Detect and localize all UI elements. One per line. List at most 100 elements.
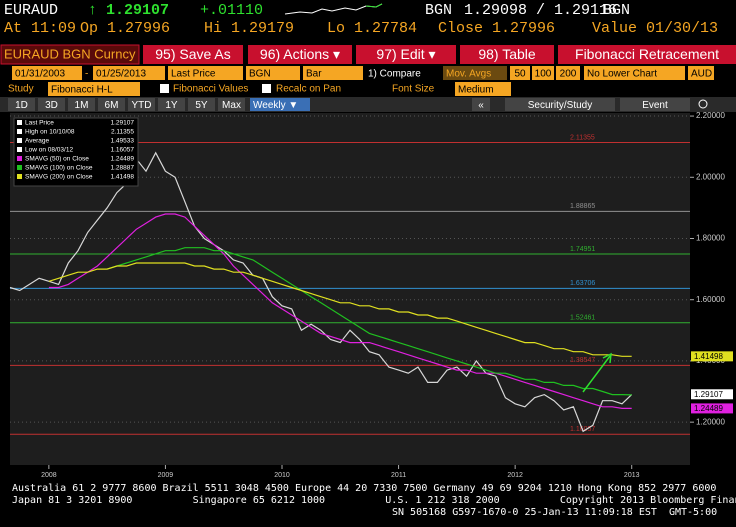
- button[interactable]: [248, 45, 352, 64]
- x-tick-label: 2011: [391, 472, 406, 479]
- checkbox[interactable]: [262, 84, 271, 93]
- y-tick-label: 2.20000: [696, 111, 725, 120]
- ma-period[interactable]: [556, 66, 580, 80]
- fib-label: 1.74951: [570, 246, 595, 253]
- value-date: Value 01/30/13: [592, 20, 718, 37]
- legend-label: Last Price: [25, 120, 54, 127]
- start-date[interactable]: [12, 66, 82, 80]
- end-date[interactable]: [93, 66, 165, 80]
- start-date-label: 01/31/2003: [15, 69, 65, 80]
- button[interactable]: [356, 45, 456, 64]
- button-label: 95) Save As: [155, 46, 231, 62]
- period-tab[interactable]: [98, 98, 125, 111]
- bid-ask: 1.29098 / 1.29116: [464, 2, 617, 19]
- price-tag-label: 1.41498: [694, 352, 723, 361]
- x-tick-label: 2013: [624, 472, 640, 479]
- field-label: Last Price: [171, 69, 216, 80]
- y-tick-label: 1.80000: [696, 234, 725, 243]
- legend-label: SMAVG (200) on Close: [25, 174, 93, 181]
- legend-value: 2.11355: [111, 129, 134, 136]
- compare: 1) Compare: [368, 69, 421, 80]
- currency[interactable]: [688, 66, 714, 80]
- legend-value: 1.29107: [111, 120, 135, 127]
- ma-period[interactable]: [532, 66, 554, 80]
- button-label: 98) Table: [478, 46, 536, 62]
- price-tag: [691, 351, 733, 362]
- source[interactable]: [246, 66, 300, 80]
- price-tag: [691, 389, 733, 400]
- period-tab[interactable]: [158, 98, 185, 111]
- lower-chart[interactable]: [584, 66, 685, 80]
- moving-average: [106, 247, 632, 396]
- security-study[interactable]: [505, 98, 615, 111]
- legend-label: SMAVG (100) on Close: [25, 165, 93, 172]
- period-tab[interactable]: [38, 98, 65, 111]
- price-line: [9, 151, 633, 433]
- x-tick-label: 2008: [41, 472, 57, 479]
- change: +.01110: [200, 2, 263, 19]
- mov-avgs-label: Mov. Avgs: [446, 69, 491, 80]
- checkbox[interactable]: [160, 84, 169, 93]
- price-tag-label: 1.29107: [694, 390, 723, 399]
- close: Close 1.27996: [438, 20, 555, 37]
- ma-period-label: 100: [535, 69, 552, 80]
- style[interactable]: [303, 66, 363, 80]
- study[interactable]: [48, 82, 140, 96]
- open: Op 1.27996: [80, 20, 170, 37]
- legend-value: 1.28887: [111, 165, 135, 172]
- recalc-label: Recalc on Pan: [276, 84, 341, 95]
- button[interactable]: [143, 45, 243, 64]
- legend-label: Average: [25, 138, 49, 145]
- period-tab-label: 6M: [105, 100, 119, 111]
- source: BGN: [603, 2, 630, 19]
- settings[interactable]: [698, 99, 708, 109]
- period-tab[interactable]: [218, 98, 245, 111]
- collapse[interactable]: [472, 98, 490, 111]
- trend-arrow: [582, 352, 612, 393]
- high: Hi 1.29179: [204, 20, 294, 37]
- button-label: 97) Edit ▾: [376, 46, 435, 62]
- end-date-label: 01/25/2013: [96, 69, 146, 80]
- button[interactable]: [460, 45, 554, 64]
- time: At 11:09: [4, 20, 76, 37]
- legend-swatch: [17, 165, 22, 170]
- y-tick-label: 1.20000: [696, 417, 725, 426]
- period-tab-label: 1D: [15, 100, 28, 111]
- fib-label: 1.63706: [570, 280, 595, 287]
- study-title[interactable]: [558, 45, 736, 64]
- legend-swatch: [17, 156, 22, 161]
- period-tab-label: 1Y: [165, 100, 178, 111]
- period-tab[interactable]: [128, 98, 155, 111]
- y-tick-label: 1.60000: [696, 295, 725, 304]
- period-tab[interactable]: [8, 98, 35, 111]
- fib-values-label: Fibonacci Values: [173, 84, 248, 95]
- fib-label: 1.38547: [570, 357, 595, 364]
- legend-value: 1.16057: [111, 147, 135, 154]
- ma-period[interactable]: [510, 66, 530, 80]
- footer-line: Australia 61 2 9777 8600 Brazil 5511 304…: [12, 483, 716, 494]
- button-label: 96) Actions ▾: [260, 46, 340, 62]
- footer-line: SN 505168 G597-1670-0 25-Jan-13 11:09:18…: [392, 507, 717, 518]
- price-tag: [691, 403, 733, 414]
- font-size[interactable]: [455, 82, 511, 96]
- field[interactable]: [168, 66, 243, 80]
- frequency[interactable]: [250, 98, 310, 111]
- style-label: Bar: [306, 69, 322, 80]
- period-tab-label: 1M: [75, 100, 89, 111]
- x-tick-label: 2009: [158, 472, 174, 479]
- ma-period-label: 200: [560, 69, 577, 80]
- lower-chart-label: No Lower Chart: [587, 69, 657, 80]
- frequency-label: Weekly ▼: [253, 100, 298, 111]
- period-tab-label: 5Y: [195, 100, 208, 111]
- event[interactable]: [620, 98, 690, 111]
- period-tab[interactable]: [68, 98, 95, 111]
- moving-average: [48, 213, 632, 409]
- period-tab[interactable]: [188, 98, 215, 111]
- source-label: BGN: [249, 69, 271, 80]
- security: EURAUD BGN Curncy: [4, 46, 136, 61]
- x-tick-label: 2012: [507, 472, 523, 479]
- legend-swatch: [17, 147, 22, 152]
- legend-value: 1.49533: [111, 138, 135, 145]
- legend-value: 1.41498: [111, 174, 135, 181]
- ticker: EURAUD: [4, 2, 58, 19]
